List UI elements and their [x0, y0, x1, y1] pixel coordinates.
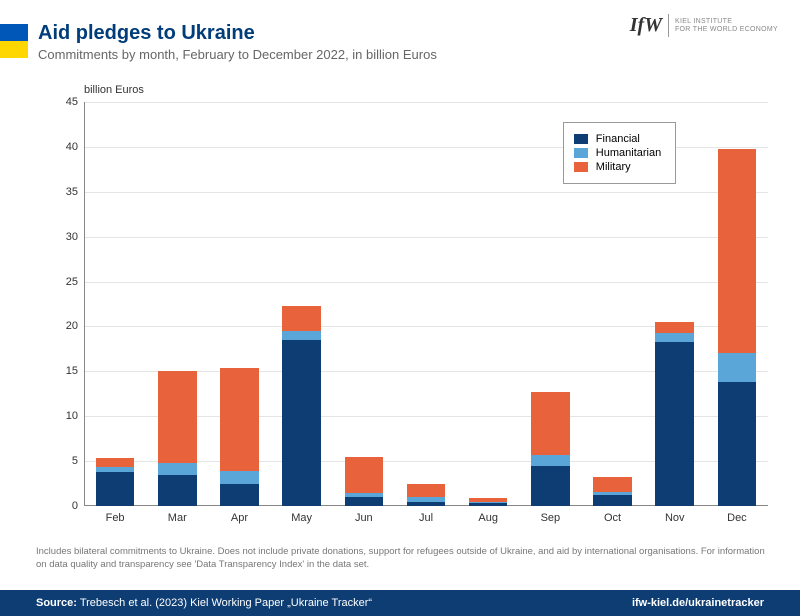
bar-segment	[655, 322, 694, 333]
bar-segment	[345, 457, 384, 493]
bar-segment	[345, 497, 384, 506]
flag-top	[0, 24, 28, 41]
bar-segment	[718, 382, 757, 506]
y-tick-label: 35	[66, 186, 84, 198]
source-label: Source:	[36, 597, 77, 609]
bar-segment	[531, 392, 570, 455]
y-axis	[84, 102, 85, 506]
bar-segment	[158, 371, 197, 463]
x-tick-label: Aug	[478, 506, 498, 524]
bar-segment	[531, 455, 570, 466]
logo-sub2: FOR THE WORLD ECONOMY	[675, 26, 778, 34]
bar-segment	[531, 466, 570, 506]
bar-segment	[220, 484, 259, 506]
bar-segment	[469, 498, 508, 502]
bar-group	[96, 102, 135, 506]
bar-segment	[96, 458, 135, 467]
ifw-logo: IfW KIEL INSTITUTE FOR THE WORLD ECONOMY	[630, 14, 778, 37]
bar-segment	[407, 484, 446, 497]
y-tick-label: 30	[66, 231, 84, 243]
bar-group	[345, 102, 384, 506]
ukraine-flag	[0, 24, 28, 58]
legend-swatch	[574, 148, 588, 158]
logo-sub1: KIEL INSTITUTE	[675, 18, 778, 26]
page: Aid pledges to Ukraine Commitments by mo…	[0, 0, 800, 616]
bar-group	[469, 102, 508, 506]
y-tick-label: 15	[66, 365, 84, 377]
y-tick-label: 10	[66, 410, 84, 422]
bar-segment	[655, 333, 694, 342]
legend-label: Financial	[596, 133, 640, 145]
logo-main: IfW	[630, 14, 669, 37]
x-tick-label: Nov	[665, 506, 685, 524]
x-tick-label: Jul	[419, 506, 433, 524]
y-tick-label: 25	[66, 276, 84, 288]
y-tick-label: 5	[72, 455, 84, 467]
x-tick-label: Feb	[106, 506, 125, 524]
y-tick-label: 40	[66, 141, 84, 153]
bar-group	[158, 102, 197, 506]
bar-segment	[718, 149, 757, 354]
legend-label: Humanitarian	[596, 147, 661, 159]
bar-group	[282, 102, 321, 506]
source-text: Source: Trebesch et al. (2023) Kiel Work…	[36, 597, 372, 609]
bar-segment	[220, 368, 259, 471]
x-tick-label: Sep	[541, 506, 561, 524]
bar-segment	[718, 353, 757, 382]
bar-group	[718, 102, 757, 506]
bar-segment	[158, 475, 197, 506]
flag-bottom	[0, 41, 28, 58]
bar-group	[220, 102, 259, 506]
bar-segment	[282, 340, 321, 506]
x-tick-label: Mar	[168, 506, 187, 524]
source-url: ifw-kiel.de/ukrainetracker	[632, 597, 764, 609]
legend-item: Humanitarian	[574, 147, 661, 159]
bar-group	[407, 102, 446, 506]
bar-segment	[469, 502, 508, 504]
y-axis-title: billion Euros	[84, 84, 144, 96]
bar-segment	[593, 477, 632, 491]
bar-segment	[96, 467, 135, 471]
legend-item: Financial	[574, 133, 661, 145]
plot-area: 051015202530354045FebMarAprMayJunJulAugS…	[84, 102, 768, 506]
x-tick-label: Jun	[355, 506, 373, 524]
title-block: Aid pledges to Ukraine Commitments by mo…	[38, 22, 437, 62]
chart: billion Euros 051015202530354045FebMarAp…	[28, 88, 772, 528]
bar-segment	[282, 306, 321, 331]
legend-label: Military	[596, 161, 631, 173]
bar-segment	[655, 342, 694, 506]
y-tick-label: 0	[72, 500, 84, 512]
y-tick-label: 45	[66, 96, 84, 108]
source-bar: Source: Trebesch et al. (2023) Kiel Work…	[0, 590, 800, 616]
source-citation: Trebesch et al. (2023) Kiel Working Pape…	[77, 597, 372, 609]
legend-swatch	[574, 134, 588, 144]
x-tick-label: Apr	[231, 506, 248, 524]
legend-swatch	[574, 162, 588, 172]
bar-segment	[96, 472, 135, 506]
footnote: Includes bilateral commitments to Ukrain…	[36, 546, 770, 572]
x-tick-label: May	[291, 506, 312, 524]
bar-segment	[345, 493, 384, 497]
legend: Financial Humanitarian Military	[563, 122, 676, 184]
y-tick-label: 20	[66, 320, 84, 332]
bar-segment	[593, 495, 632, 506]
x-tick-label: Oct	[604, 506, 621, 524]
chart-subtitle: Commitments by month, February to Decemb…	[38, 47, 437, 62]
bar-segment	[158, 463, 197, 475]
chart-title: Aid pledges to Ukraine	[38, 22, 437, 45]
bar-segment	[593, 492, 632, 496]
legend-item: Military	[574, 161, 661, 173]
bar-segment	[220, 471, 259, 484]
bar-segment	[407, 497, 446, 501]
x-tick-label: Dec	[727, 506, 747, 524]
bar-segment	[282, 331, 321, 340]
logo-sub: KIEL INSTITUTE FOR THE WORLD ECONOMY	[675, 18, 778, 33]
